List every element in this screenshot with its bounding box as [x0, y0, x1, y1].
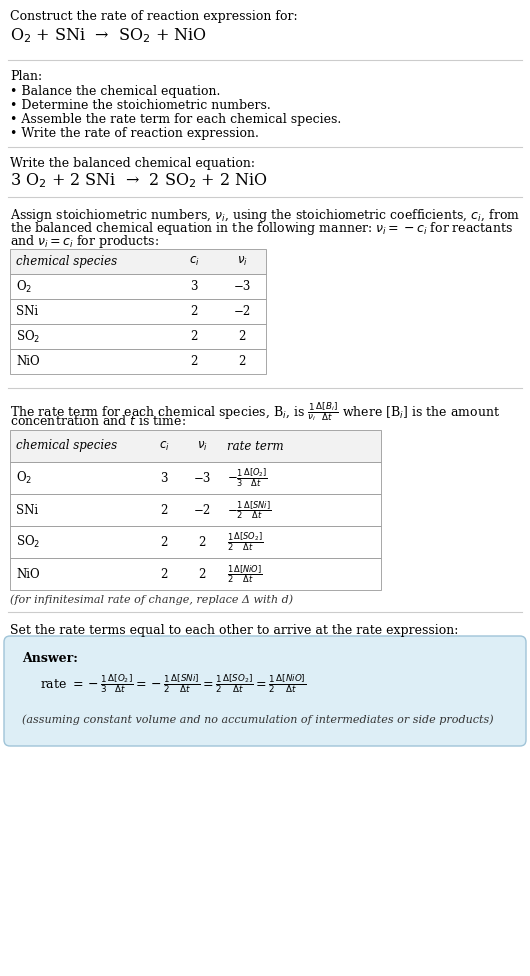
Text: (for infinitesimal rate of change, replace Δ with d): (for infinitesimal rate of change, repla… — [10, 594, 293, 604]
Text: Write the balanced chemical equation:: Write the balanced chemical equation: — [10, 157, 255, 170]
Text: and $\nu_i = c_i$ for products:: and $\nu_i = c_i$ for products: — [10, 233, 159, 250]
Text: 3: 3 — [190, 280, 198, 293]
Text: chemical species: chemical species — [16, 439, 117, 453]
Bar — [10, 494, 381, 526]
Bar — [10, 430, 381, 462]
Text: rate term: rate term — [227, 439, 284, 453]
Text: chemical species: chemical species — [16, 255, 117, 268]
Text: concentration and $t$ is time:: concentration and $t$ is time: — [10, 414, 186, 428]
Bar — [10, 349, 266, 374]
Text: 2: 2 — [190, 355, 198, 368]
FancyBboxPatch shape — [4, 636, 526, 746]
Text: Answer:: Answer: — [22, 652, 78, 665]
Text: 2: 2 — [160, 536, 167, 549]
Text: 2: 2 — [190, 305, 198, 318]
Text: 3: 3 — [160, 471, 168, 484]
Text: Construct the rate of reaction expression for:: Construct the rate of reaction expressio… — [10, 10, 298, 23]
Bar — [10, 526, 381, 558]
Text: 2: 2 — [238, 355, 246, 368]
Text: −3: −3 — [233, 280, 251, 293]
Text: $c_i$: $c_i$ — [158, 439, 170, 453]
Text: • Determine the stoichiometric numbers.: • Determine the stoichiometric numbers. — [10, 99, 271, 112]
Text: −3: −3 — [193, 471, 211, 484]
Text: O$_2$: O$_2$ — [16, 278, 32, 295]
Text: NiO: NiO — [16, 567, 40, 581]
Text: $\frac{1}{2}\frac{\Delta[SO_2]}{\Delta t}$: $\frac{1}{2}\frac{\Delta[SO_2]}{\Delta t… — [227, 531, 263, 553]
Text: The rate term for each chemical species, B$_i$, is $\frac{1}{\nu_i}\frac{\Delta[: The rate term for each chemical species,… — [10, 400, 500, 423]
Text: SO$_2$: SO$_2$ — [16, 329, 40, 345]
Text: 2: 2 — [190, 330, 198, 343]
Text: 2: 2 — [198, 536, 206, 549]
Text: • Assemble the rate term for each chemical species.: • Assemble the rate term for each chemic… — [10, 113, 341, 126]
Text: rate $= -\frac{1}{3}\frac{\Delta[O_2]}{\Delta t} = -\frac{1}{2}\frac{\Delta[SNi]: rate $= -\frac{1}{3}\frac{\Delta[O_2]}{\… — [40, 672, 306, 695]
Text: the balanced chemical equation in the following manner: $\nu_i = -c_i$ for react: the balanced chemical equation in the fo… — [10, 220, 513, 237]
Bar — [10, 274, 266, 299]
Text: (assuming constant volume and no accumulation of intermediates or side products): (assuming constant volume and no accumul… — [22, 714, 493, 724]
Text: $\nu_i$: $\nu_i$ — [197, 439, 207, 453]
Text: Assign stoichiometric numbers, $\nu_i$, using the stoichiometric coefficients, $: Assign stoichiometric numbers, $\nu_i$, … — [10, 207, 520, 224]
Text: 2: 2 — [238, 330, 246, 343]
Text: 2: 2 — [198, 567, 206, 581]
Bar — [10, 462, 381, 494]
Text: $\nu_i$: $\nu_i$ — [236, 255, 248, 268]
Bar — [10, 558, 381, 590]
Text: NiO: NiO — [16, 355, 40, 368]
Text: • Write the rate of reaction expression.: • Write the rate of reaction expression. — [10, 127, 259, 140]
Text: • Balance the chemical equation.: • Balance the chemical equation. — [10, 85, 220, 98]
Text: SNi: SNi — [16, 305, 38, 318]
Text: Set the rate terms equal to each other to arrive at the rate expression:: Set the rate terms equal to each other t… — [10, 624, 458, 637]
Text: 3 O$_2$ + 2 SNi  →  2 SO$_2$ + 2 NiO: 3 O$_2$ + 2 SNi → 2 SO$_2$ + 2 NiO — [10, 171, 268, 189]
Text: Plan:: Plan: — [10, 70, 42, 83]
Text: 2: 2 — [160, 567, 167, 581]
Text: SO$_2$: SO$_2$ — [16, 534, 40, 550]
Text: −2: −2 — [233, 305, 251, 318]
Text: O$_2$ + SNi  →  SO$_2$ + NiO: O$_2$ + SNi → SO$_2$ + NiO — [10, 26, 207, 45]
Bar — [10, 249, 266, 274]
Text: $-\frac{1}{2}\frac{\Delta[SNi]}{\Delta t}$: $-\frac{1}{2}\frac{\Delta[SNi]}{\Delta t… — [227, 499, 271, 521]
Text: $c_i$: $c_i$ — [189, 255, 199, 268]
Text: 2: 2 — [160, 504, 167, 516]
Text: $-\frac{1}{3}\frac{\Delta[O_2]}{\Delta t}$: $-\frac{1}{3}\frac{\Delta[O_2]}{\Delta t… — [227, 467, 268, 489]
Text: O$_2$: O$_2$ — [16, 470, 32, 486]
Bar — [10, 324, 266, 349]
Text: −2: −2 — [193, 504, 210, 516]
Bar — [10, 299, 266, 324]
Text: SNi: SNi — [16, 504, 38, 516]
Text: $\frac{1}{2}\frac{\Delta[NiO]}{\Delta t}$: $\frac{1}{2}\frac{\Delta[NiO]}{\Delta t}… — [227, 563, 263, 585]
